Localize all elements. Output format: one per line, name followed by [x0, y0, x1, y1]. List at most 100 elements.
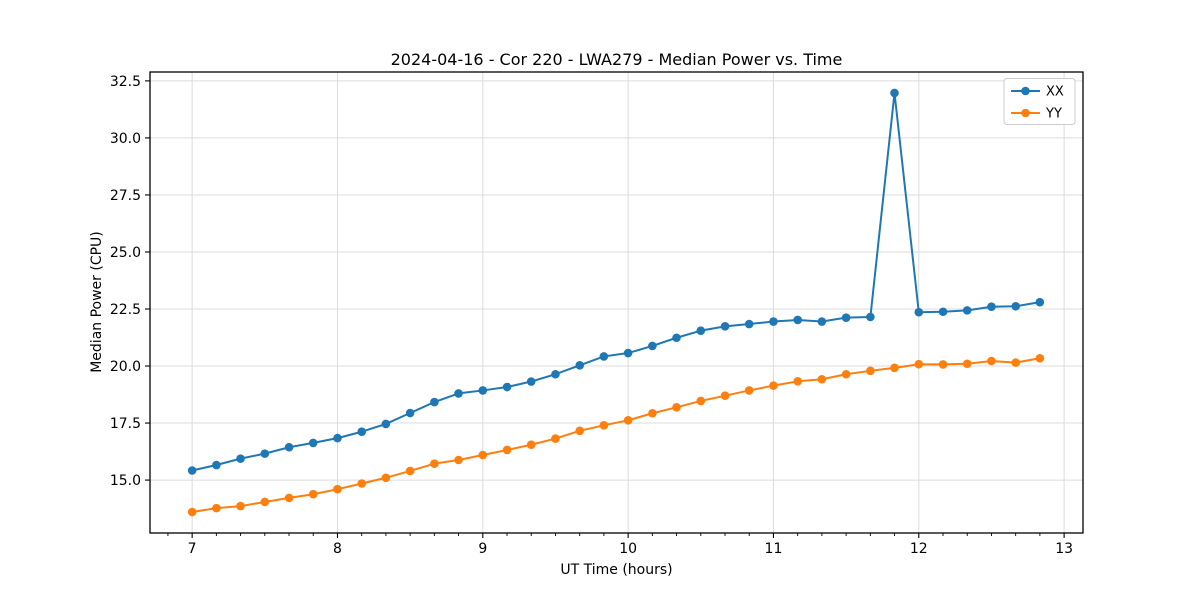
series-xx-marker	[454, 389, 463, 398]
legend-label-xx: XX	[1046, 85, 1064, 100]
y-tick-label: 17.5	[110, 416, 141, 432]
series-xx-marker	[381, 419, 391, 429]
series-xx-marker	[333, 433, 342, 443]
series-yy-marker	[502, 445, 512, 455]
series-yy-marker	[817, 374, 827, 384]
series-xx-marker	[769, 317, 778, 326]
series-xx-marker	[987, 302, 996, 312]
series-xx-marker	[478, 386, 488, 395]
y-tick-label: 30.0	[110, 131, 141, 147]
series-yy-marker	[454, 455, 463, 465]
series-yy-marker	[308, 489, 318, 499]
series-xx-marker	[599, 352, 609, 361]
y-tick-label: 22.5	[110, 302, 141, 318]
y-tick-label: 32.5	[110, 74, 141, 90]
series-xx-marker	[260, 449, 270, 458]
y-tick-label: 15.0	[110, 473, 141, 489]
y-tick-label: 20.0	[110, 359, 141, 375]
series-xx-marker	[817, 317, 827, 326]
series-yy-marker	[793, 377, 803, 386]
series-yy-marker	[672, 403, 681, 412]
series-yy-marker	[526, 440, 536, 450]
series-xx-marker	[405, 408, 415, 418]
series-xx-marker	[623, 348, 633, 358]
series-yy-marker	[260, 497, 270, 507]
x-tick-label: 11	[765, 541, 783, 557]
series-xx-marker	[696, 326, 706, 335]
series-yy-marker	[769, 381, 778, 390]
series-xx-marker	[672, 333, 681, 343]
series-yy-line	[191, 357, 1041, 514]
series-xx-marker	[938, 307, 948, 317]
series-xx-marker	[236, 454, 245, 463]
series-yy-marker	[575, 426, 585, 436]
x-tick-label: 7	[188, 541, 197, 557]
series-yy-marker	[866, 366, 875, 376]
series-xx-marker	[962, 306, 972, 315]
series-yy-marker	[357, 479, 367, 488]
series-xx-marker	[841, 313, 851, 322]
series-yy-marker	[212, 503, 221, 513]
series-xx-marker	[502, 382, 512, 392]
series-xx-marker	[308, 438, 318, 448]
series-yy-marker	[478, 450, 488, 460]
y-axis-label: Median Power (CPU)	[89, 231, 105, 373]
series-yy-marker	[1011, 358, 1021, 367]
series-xx-marker	[357, 427, 367, 437]
x-tick-label: 9	[478, 541, 487, 557]
series-yy-marker	[914, 359, 924, 369]
series-xx-marker	[575, 361, 585, 370]
series-xx-marker	[890, 88, 899, 98]
series-yy-marker	[405, 466, 415, 476]
series-yy-marker	[841, 369, 851, 379]
legend-marker-xx	[1021, 86, 1030, 96]
series-yy-marker	[430, 459, 439, 468]
x-tick-label: 13	[1055, 541, 1073, 557]
series-yy-marker	[1035, 353, 1045, 363]
series-yy-marker	[720, 391, 730, 400]
series-xx-marker	[720, 322, 730, 331]
x-tick-label: 10	[619, 541, 637, 557]
legend-marker-yy	[1021, 108, 1030, 118]
series-yy-marker	[381, 473, 391, 483]
series-xx-marker	[212, 460, 221, 470]
series-yy-marker	[623, 416, 633, 425]
series-xx-marker	[526, 377, 536, 386]
legend-label-yy: YY	[1045, 107, 1062, 122]
series-xx-marker	[1011, 301, 1021, 311]
series-yy-marker	[551, 434, 560, 443]
series-yy-marker	[284, 493, 294, 503]
series-xx-marker	[648, 341, 657, 351]
series-yy-marker	[938, 360, 948, 369]
series-xx-line	[191, 91, 1041, 472]
x-axis-label: UT Time (hours)	[560, 562, 673, 578]
series-yy-marker	[236, 501, 245, 511]
series-yy-marker	[744, 386, 754, 395]
series-xx-marker	[187, 466, 197, 475]
series-xx-marker	[551, 369, 560, 379]
series-xx-marker	[284, 442, 294, 452]
series-yy-marker	[648, 408, 657, 418]
plot-border	[149, 71, 1084, 534]
series-xx-marker	[866, 312, 875, 322]
y-tick-label: 25.0	[110, 245, 141, 261]
series-xx-marker	[793, 315, 803, 325]
legend-box	[1003, 78, 1076, 125]
series-yy-marker	[890, 363, 899, 373]
series-yy-marker	[187, 507, 197, 517]
x-tick-label: 8	[333, 541, 342, 557]
series-xx-marker	[744, 319, 754, 329]
chart-title: 2024-04-16 - Cor 220 - LWA279 - Median P…	[390, 50, 843, 69]
y-tick-label: 27.5	[110, 188, 141, 204]
series-yy-marker	[599, 421, 609, 430]
series-xx-marker	[430, 397, 439, 407]
series-xx-marker	[1035, 297, 1045, 307]
series-yy-marker	[987, 356, 996, 366]
series-yy-marker	[333, 484, 342, 494]
series-yy-marker	[962, 359, 972, 369]
x-tick-label: 12	[910, 541, 928, 557]
series-yy-marker	[696, 396, 706, 406]
series-xx-marker	[914, 307, 924, 317]
